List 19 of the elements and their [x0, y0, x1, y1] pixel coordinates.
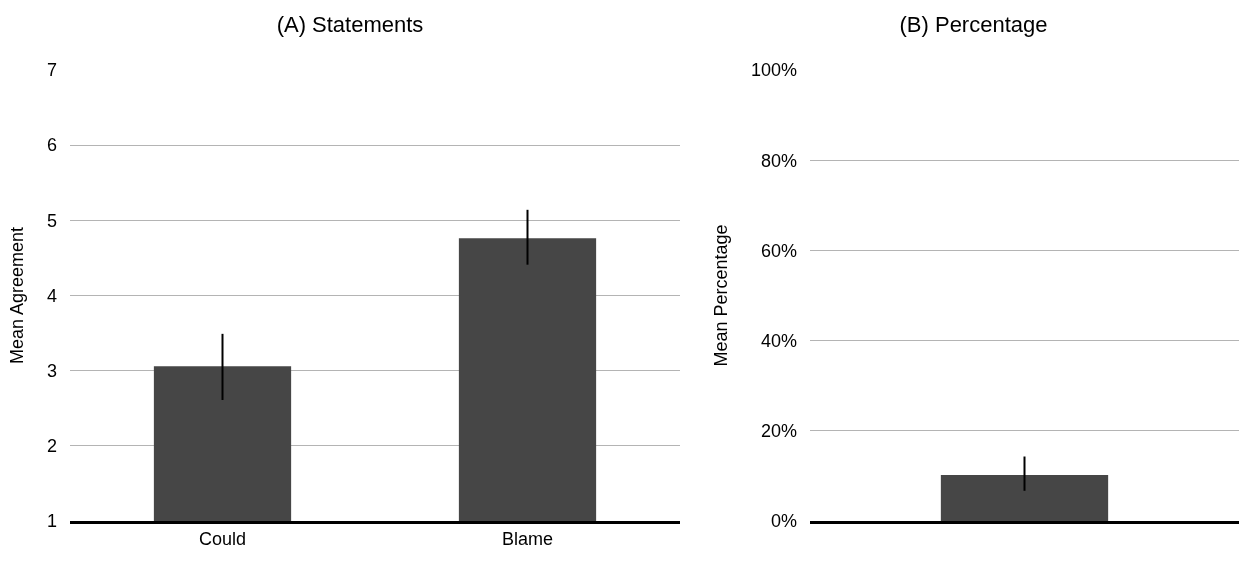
- y-tick-label: 60%: [760, 240, 797, 261]
- x-tick-label: Blame: [501, 529, 554, 550]
- y-tick-label: 100%: [750, 60, 797, 81]
- y-tick-label: 4: [46, 285, 57, 306]
- y-tick-label: 0%: [770, 511, 797, 532]
- y-tick-label: 3: [46, 360, 57, 381]
- y-tick-label: 80%: [760, 150, 797, 171]
- chart-title: (A) Statements: [276, 12, 424, 38]
- x-tick-label: Could: [198, 529, 247, 550]
- y-tick-label: 2: [46, 436, 57, 457]
- y-axis-title: Mean Percentage: [711, 224, 732, 367]
- y-tick-label: 40%: [760, 330, 797, 351]
- y-tick-label: 5: [46, 210, 57, 231]
- y-axis-title: Mean Agreement: [7, 226, 28, 365]
- y-tick-label: 6: [46, 135, 57, 156]
- y-tick-label: 20%: [760, 421, 797, 442]
- y-tick-label: 1: [46, 511, 57, 532]
- y-tick-label: 7: [46, 60, 57, 81]
- chart-title: (B) Percentage: [899, 12, 1048, 38]
